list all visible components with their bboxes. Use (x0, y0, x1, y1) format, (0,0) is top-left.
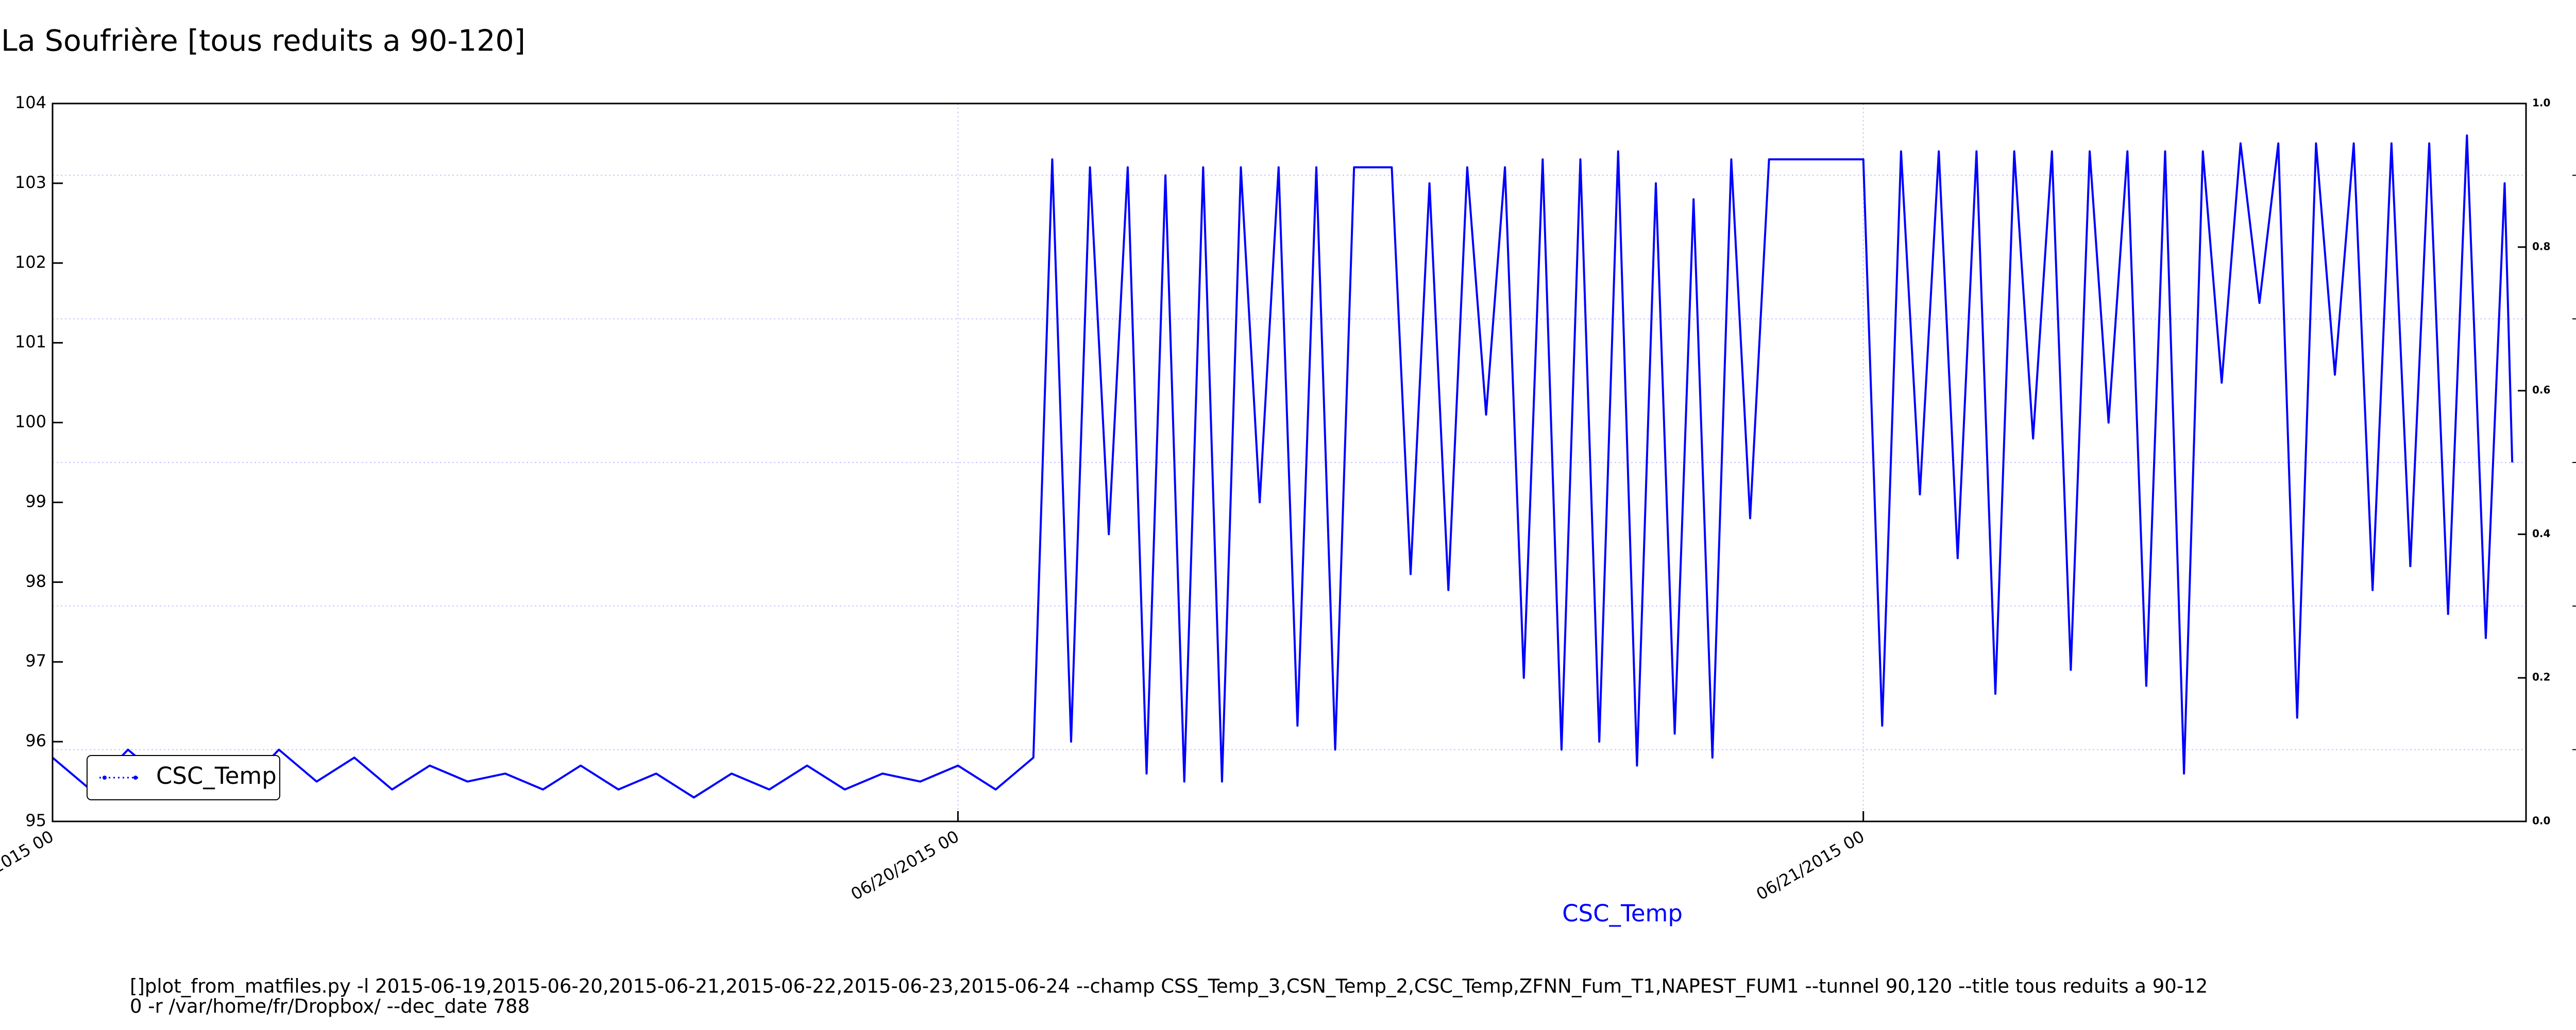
x-tick-label: 06/21/2015 00 (1753, 827, 1868, 904)
legend-box (87, 755, 280, 800)
y-tick-label: 97 (25, 651, 46, 671)
y-tick-label: 101 (15, 332, 46, 352)
y3-tick-label: 0.4 (2532, 527, 2550, 540)
x-tick-label: 06/20/2015 00 (848, 827, 962, 904)
y-tick-label: 99 (25, 491, 46, 511)
y3-tick-label: 0.6 (2532, 384, 2550, 396)
legend-marker (133, 776, 138, 780)
footer-line: []plot_from_matfiles.py -l 2015-06-19,20… (130, 975, 2208, 998)
y3-tick-label: 0.0 (2532, 815, 2550, 827)
legend-label: CSC_Temp (156, 762, 277, 789)
x-axis-label: CSC_Temp (1562, 900, 1683, 927)
y-tick-label: 98 (25, 571, 46, 591)
y3-tick-label: 0.8 (2532, 240, 2550, 252)
data-line (53, 134, 2514, 799)
chart-title: La Soufrière [tous reduits a 90-120] (1, 24, 526, 58)
y-tick-label: 100 (15, 412, 46, 432)
footer-line: 0 -r /var/home/fr/Dropbox/ --dec_date 78… (130, 995, 530, 1018)
y-tick-label: 103 (15, 173, 46, 192)
y-tick-label: 102 (15, 252, 46, 272)
y3-tick-label: 1.0 (2532, 97, 2550, 109)
y-tick-label: 96 (25, 731, 46, 750)
y-tick-label: 95 (25, 811, 46, 830)
legend-marker (103, 776, 107, 780)
plot-frame (52, 102, 2527, 822)
y3-tick-label: 0.2 (2532, 671, 2550, 683)
x-tick-label: 06/19/2015 00 (0, 827, 57, 904)
y-tick-label: 104 (15, 93, 46, 112)
